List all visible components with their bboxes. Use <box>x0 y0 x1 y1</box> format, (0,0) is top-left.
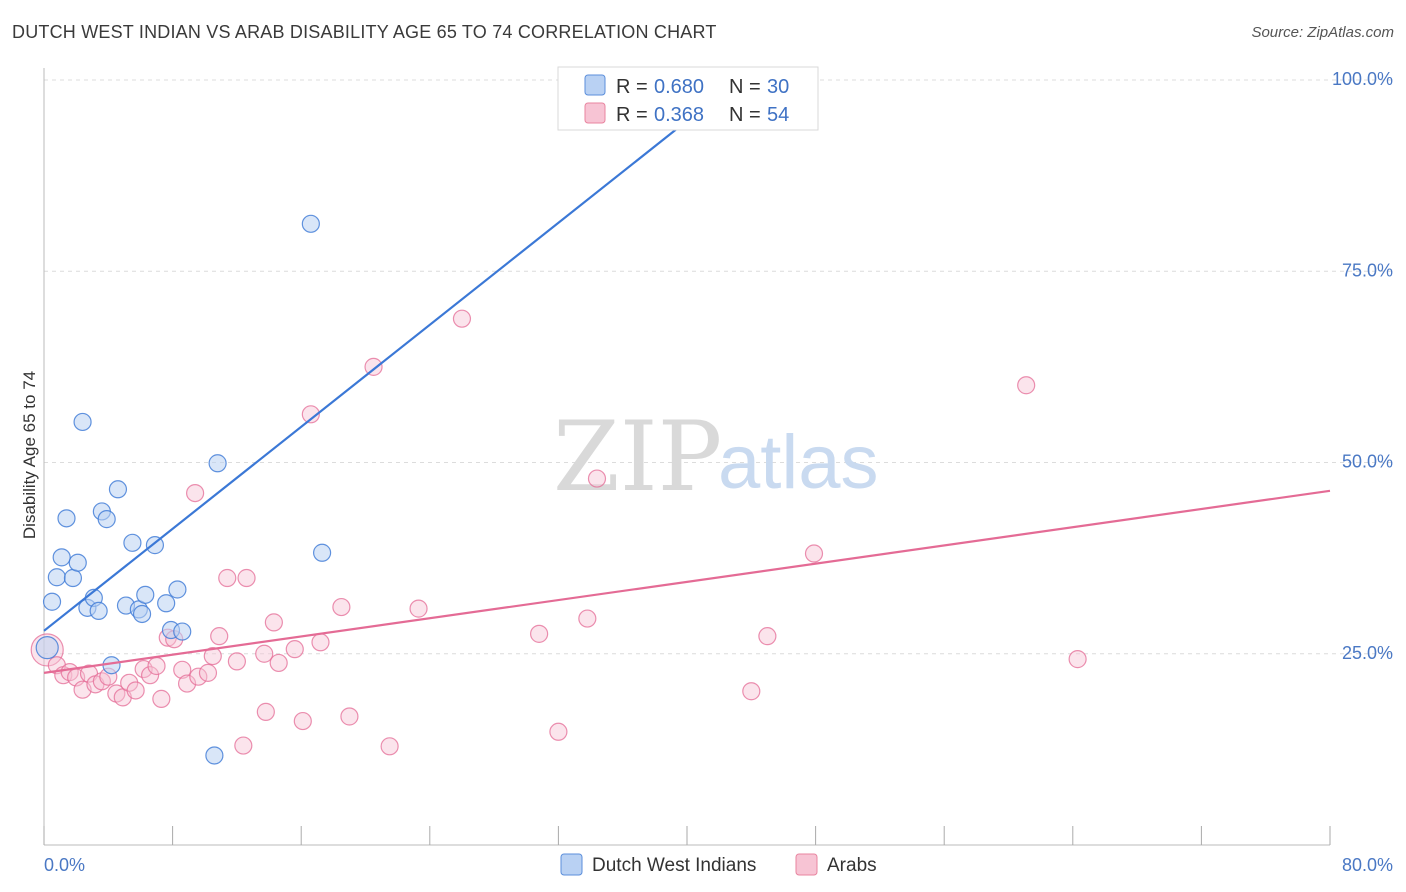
arab-point <box>256 702 275 721</box>
series-legend-swatch-pink <box>795 853 818 876</box>
arab-point <box>264 613 283 632</box>
source-label: Source: ZipAtlas.com <box>1251 24 1394 41</box>
arab-point <box>152 689 171 708</box>
arab-point <box>237 568 256 588</box>
dutch-west-indian-point <box>73 412 92 432</box>
y-tick-label-3: 100.0% <box>1332 69 1393 89</box>
y-tick-label-1: 50.0% <box>1342 452 1393 472</box>
y-tick-label-0: 25.0% <box>1342 643 1393 663</box>
dutch-west-indian-point <box>52 548 71 567</box>
dutch-west-indian-point <box>97 510 116 529</box>
arab-point <box>409 599 428 618</box>
arab-point <box>452 309 472 328</box>
dutch-west-indian-point <box>68 553 87 572</box>
arab-point <box>147 656 166 676</box>
legend-n-label-blue: N = <box>729 76 761 98</box>
legend-n-value-blue: 30 <box>767 76 789 98</box>
arab-point <box>364 357 383 376</box>
arab-point <box>530 624 549 643</box>
dutch-west-indian-point <box>301 214 320 233</box>
dutch-west-indian-point <box>123 533 142 552</box>
legend-r-label-blue: R = <box>616 76 648 98</box>
axes-layer <box>43 68 1331 846</box>
series-legend-label-pink: Arabs <box>827 855 877 876</box>
arab-trend-line <box>43 489 1331 674</box>
dutch-west-indian-point <box>89 601 108 621</box>
x-tick-label-1: 80.0% <box>1342 855 1393 875</box>
arab-point <box>758 627 777 646</box>
arab-points <box>30 309 1087 756</box>
legend-r-value-blue: 0.680 <box>654 76 704 98</box>
arab-point <box>804 544 824 563</box>
chart-title: DUTCH WEST INDIAN VS ARAB DISABILITY AGE… <box>12 22 717 42</box>
arab-point <box>293 711 312 731</box>
arab-point <box>1017 376 1036 395</box>
dutch-west-indian-point <box>173 622 192 641</box>
dutch-west-indian-point <box>168 580 187 599</box>
trend-lines <box>43 113 1331 674</box>
watermark-zip: ZIP <box>553 401 722 513</box>
arab-point <box>742 682 761 701</box>
arab-point <box>587 469 607 488</box>
arab-point <box>140 666 160 685</box>
dutch-west-indian-point <box>35 636 59 660</box>
series-legend-swatch-blue <box>560 853 583 876</box>
dutch-west-indian-point <box>108 480 128 499</box>
dutch-west-indian-point <box>208 454 227 473</box>
arab-point <box>203 646 222 666</box>
dutch-west-indian-point <box>57 509 76 528</box>
series-legend: Dutch West Indians Arabs <box>560 853 877 876</box>
arab-point <box>311 633 330 652</box>
dutch-west-indian-points <box>35 68 621 765</box>
arab-point <box>301 405 320 424</box>
legend-r-label-pink: R = <box>616 104 648 126</box>
arab-point <box>92 672 111 691</box>
dutch-west-indian-point <box>63 568 83 588</box>
arab-point <box>173 660 192 679</box>
arab-point <box>340 707 359 726</box>
arab-point <box>269 653 288 673</box>
legend-swatch-pink <box>584 102 606 124</box>
arab-point <box>218 568 237 588</box>
dutch-west-indian-point <box>157 594 176 613</box>
arab-point <box>189 667 208 686</box>
arab-point <box>549 722 568 741</box>
arab-point <box>177 674 197 693</box>
arab-point <box>255 644 274 663</box>
watermark-atlas: atlas <box>718 420 879 505</box>
x-tick-label-0: 0.0% <box>44 855 85 875</box>
series-legend-label-blue: Dutch West Indians <box>592 855 756 876</box>
grid-layer <box>44 79 1392 655</box>
legend-r-value-pink: 0.368 <box>654 104 704 126</box>
legend-n-value-pink: 54 <box>767 104 789 126</box>
dutch-west-indian-trend-line <box>43 113 696 632</box>
arab-point <box>210 627 229 646</box>
legend-swatch-blue <box>584 74 606 96</box>
arab-point <box>186 484 205 503</box>
y-tick-label-2: 75.0% <box>1342 260 1393 280</box>
arab-point <box>578 609 597 628</box>
dutch-west-indian-point <box>145 536 165 555</box>
arab-point <box>234 736 253 755</box>
dutch-west-indian-point <box>205 746 224 765</box>
legend-n-label-pink: N = <box>729 104 761 126</box>
dutch-west-indian-point <box>132 604 152 624</box>
arab-point <box>380 737 399 756</box>
dutch-west-indian-point <box>312 543 332 562</box>
arab-point <box>1068 650 1087 669</box>
arab-point <box>198 663 218 682</box>
y-axis-label: Disability Age 65 to 74 <box>20 371 39 539</box>
arab-point <box>126 681 145 700</box>
correlation-legend: R = 0.680 N = 30 R = 0.368 N = 54 <box>557 66 819 131</box>
arab-point <box>332 597 351 617</box>
dutch-west-indian-point <box>42 592 62 611</box>
arab-point <box>285 640 304 659</box>
dutch-west-indian-point <box>47 568 66 587</box>
dutch-west-indian-point <box>136 585 155 604</box>
tick-labels: 25.0% 50.0% 75.0% 100.0% 0.0% 80.0% <box>44 69 1393 875</box>
arab-point <box>227 652 246 671</box>
